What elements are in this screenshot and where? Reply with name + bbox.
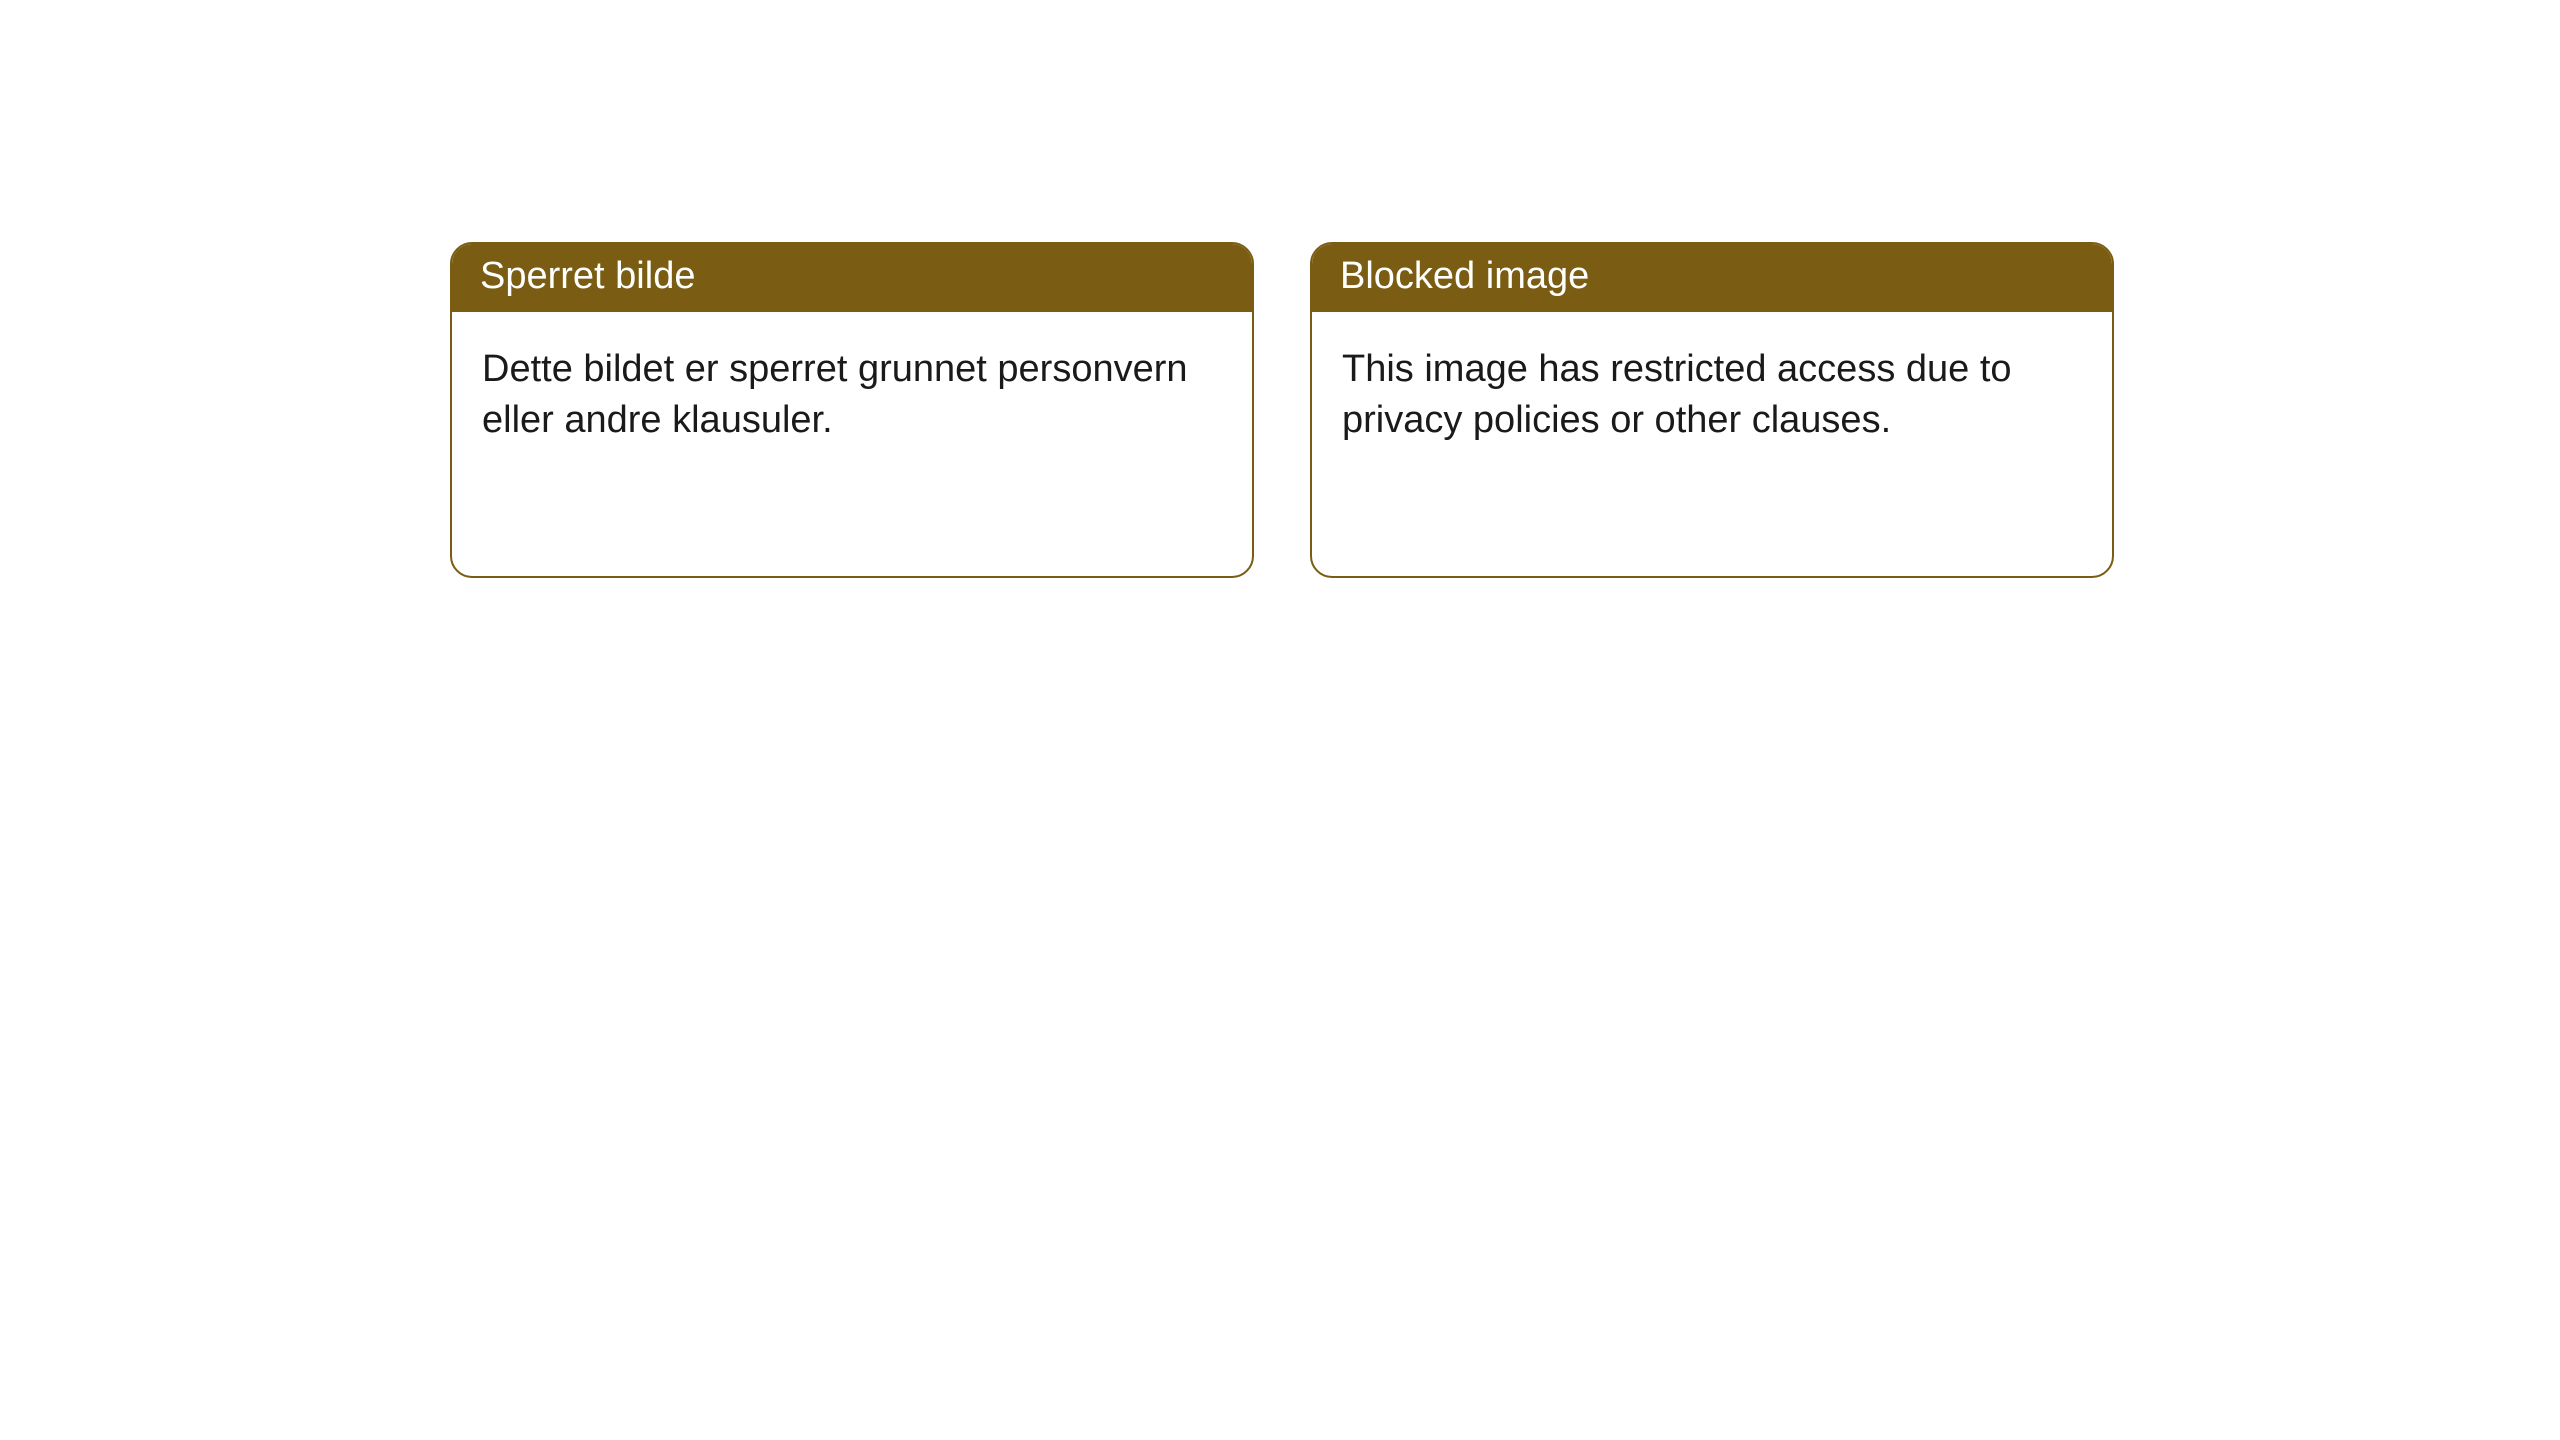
notice-card-title: Sperret bilde (452, 244, 1252, 312)
notice-card-body: Dette bildet er sperret grunnet personve… (452, 312, 1252, 479)
notice-card-norwegian: Sperret bilde Dette bildet er sperret gr… (450, 242, 1254, 578)
notice-card-title: Blocked image (1312, 244, 2112, 312)
notice-cards-container: Sperret bilde Dette bildet er sperret gr… (450, 242, 2114, 578)
notice-card-english: Blocked image This image has restricted … (1310, 242, 2114, 578)
notice-card-body: This image has restricted access due to … (1312, 312, 2112, 479)
